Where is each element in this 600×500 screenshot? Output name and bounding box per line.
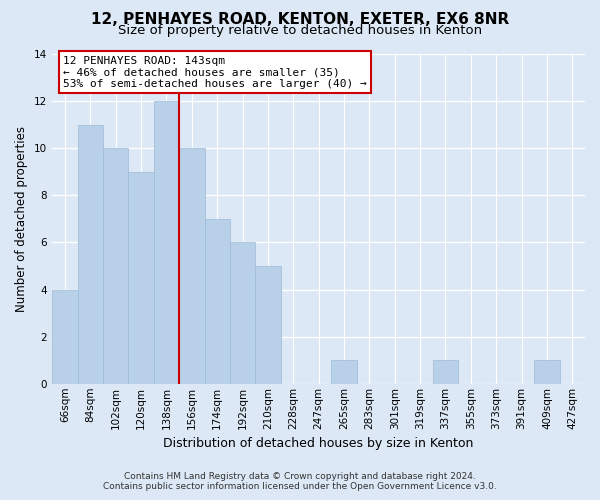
X-axis label: Distribution of detached houses by size in Kenton: Distribution of detached houses by size … [163,437,474,450]
Text: Contains HM Land Registry data © Crown copyright and database right 2024.
Contai: Contains HM Land Registry data © Crown c… [103,472,497,491]
Bar [154,101,179,384]
Bar [331,360,357,384]
Bar [534,360,560,384]
Bar [205,219,230,384]
Text: 12, PENHAYES ROAD, KENTON, EXETER, EX6 8NR: 12, PENHAYES ROAD, KENTON, EXETER, EX6 8… [91,12,509,28]
Y-axis label: Number of detached properties: Number of detached properties [15,126,28,312]
Bar [103,148,128,384]
Bar [128,172,154,384]
Text: Size of property relative to detached houses in Kenton: Size of property relative to detached ho… [118,24,482,37]
Bar [52,290,78,384]
Bar [78,124,103,384]
Text: 12 PENHAYES ROAD: 143sqm
← 46% of detached houses are smaller (35)
53% of semi-d: 12 PENHAYES ROAD: 143sqm ← 46% of detach… [63,56,367,89]
Bar [179,148,205,384]
Bar [230,242,255,384]
Bar [255,266,281,384]
Bar [433,360,458,384]
